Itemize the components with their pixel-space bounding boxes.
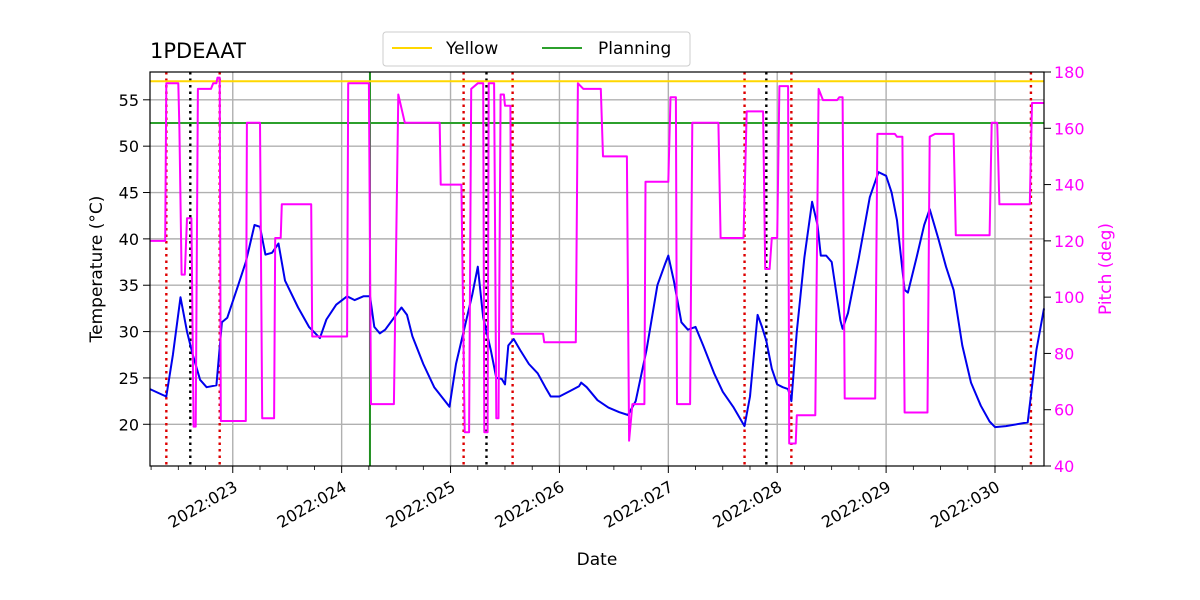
plot-frame [149,71,1045,467]
y2-tick-label: 80 [1054,344,1074,363]
y-tick-label: 25 [119,369,139,388]
series-lines [149,76,1045,445]
y2-tick-label: 100 [1054,288,1085,307]
y-tick-label: 35 [119,276,139,295]
y-tick-label: 55 [119,91,139,110]
y-tick-label: 50 [119,137,139,156]
pitch-series-line [150,76,1044,445]
y2-axis-label: Pitch (deg) [1096,223,1116,315]
y2-tick-label: 120 [1054,232,1085,251]
chart-title: 1PDEAAT [150,39,246,63]
y-tick-label: 45 [119,184,139,203]
legend: Yellow Planning [382,31,691,67]
y2-tick-label: 140 [1054,176,1085,195]
y2-tick-label: 60 [1054,401,1074,420]
y-axis-label: Temperature (°C) [87,196,107,344]
y-tick-label: 40 [119,230,139,249]
grid [150,72,1044,466]
legend-label-planning: Planning [598,39,671,59]
y2-tick-label: 160 [1054,119,1085,138]
y-tick-label: 30 [119,323,139,342]
legend-box [382,31,691,67]
y-tick-label: 20 [119,415,139,434]
legend-label-yellow: Yellow [445,39,498,59]
limit-lines [150,80,1044,124]
temperature-series-line [149,171,1045,429]
y2-tick-label: 40 [1054,457,1074,476]
x-axis-label: Date [577,550,618,570]
y2-tick-label: 180 [1054,63,1085,82]
